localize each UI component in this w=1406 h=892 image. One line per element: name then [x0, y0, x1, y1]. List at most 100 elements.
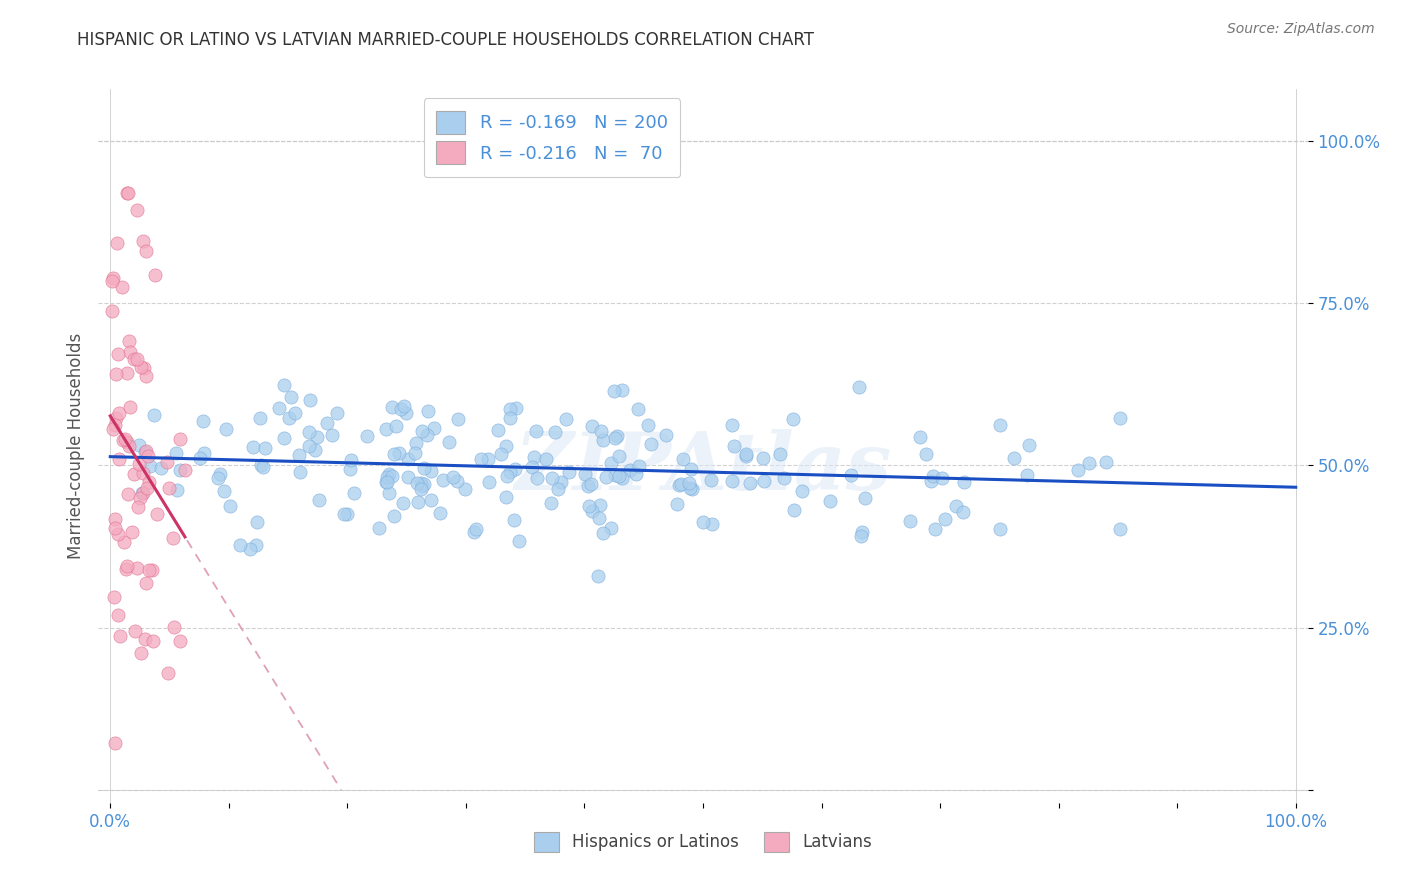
- Point: [465, 522, 488, 536]
- Point: [132, 486, 155, 500]
- Point: [589, 498, 612, 512]
- Point: [581, 476, 603, 491]
- Point: [103, 590, 125, 604]
- Point: [700, 473, 723, 487]
- Point: [104, 736, 127, 750]
- Point: [382, 447, 405, 461]
- Point: [505, 462, 527, 476]
- Point: [953, 475, 976, 489]
- Point: [681, 482, 703, 496]
- Point: [381, 400, 404, 414]
- Point: [135, 244, 157, 258]
- Point: [720, 475, 742, 489]
- Point: [678, 476, 700, 491]
- Point: [219, 500, 242, 514]
- Point: [603, 468, 626, 483]
- Point: [839, 467, 862, 482]
- Point: [411, 475, 433, 490]
- Point: [132, 234, 155, 248]
- Point: [375, 469, 398, 483]
- Point: [385, 419, 408, 434]
- Point: [496, 469, 519, 483]
- Point: [104, 417, 127, 432]
- Point: [122, 467, 145, 481]
- Point: [209, 467, 232, 481]
- Point: [252, 460, 274, 475]
- Point: [169, 432, 191, 446]
- Point: [169, 633, 191, 648]
- Point: [105, 236, 128, 251]
- Point: [142, 634, 165, 648]
- Point: [988, 418, 1011, 433]
- Point: [1066, 463, 1088, 477]
- Point: [343, 485, 366, 500]
- Point: [547, 482, 569, 496]
- Point: [416, 403, 439, 417]
- Point: [605, 432, 627, 446]
- Point: [138, 475, 160, 490]
- Point: [288, 466, 311, 480]
- Point: [454, 482, 477, 496]
- Point: [447, 412, 470, 426]
- Point: [637, 417, 659, 432]
- Point: [416, 428, 439, 442]
- Point: [193, 446, 215, 460]
- Point: [607, 449, 630, 463]
- Point: [540, 471, 562, 485]
- Point: [107, 607, 129, 622]
- Point: [406, 475, 429, 490]
- Point: [128, 438, 150, 452]
- Point: [129, 646, 152, 660]
- Point: [103, 422, 125, 436]
- Point: [122, 352, 145, 367]
- Point: [121, 525, 143, 540]
- Point: [229, 538, 252, 552]
- Point: [107, 347, 129, 361]
- Point: [377, 485, 399, 500]
- Point: [129, 360, 152, 375]
- Point: [298, 440, 321, 454]
- Point: [321, 428, 343, 442]
- Point: [339, 453, 361, 467]
- Point: [246, 515, 269, 529]
- Point: [931, 471, 953, 485]
- Point: [125, 352, 148, 367]
- Point: [610, 383, 633, 397]
- Point: [849, 529, 872, 543]
- Point: [581, 419, 603, 434]
- Point: [588, 511, 610, 525]
- Point: [591, 424, 613, 438]
- Point: [463, 524, 485, 539]
- Point: [592, 525, 614, 540]
- Point: [558, 465, 581, 479]
- Point: [574, 467, 596, 481]
- Point: [375, 475, 398, 489]
- Point: [239, 542, 262, 557]
- Point: [409, 482, 432, 496]
- Point: [655, 428, 678, 442]
- Point: [754, 474, 776, 488]
- Point: [124, 624, 146, 638]
- Point: [305, 430, 328, 444]
- Text: ZIPAtlas: ZIPAtlas: [515, 429, 891, 506]
- Point: [277, 411, 299, 425]
- Point: [125, 561, 148, 575]
- Point: [603, 384, 626, 399]
- Point: [149, 460, 172, 475]
- Point: [412, 460, 434, 475]
- Point: [245, 538, 267, 552]
- Point: [101, 271, 124, 285]
- Point: [606, 428, 628, 442]
- Point: [135, 368, 157, 383]
- Point: [143, 268, 166, 282]
- Point: [117, 487, 139, 501]
- Point: [111, 434, 134, 448]
- Point: [169, 463, 191, 477]
- Point: [111, 279, 134, 293]
- Point: [117, 558, 139, 573]
- Point: [411, 425, 433, 439]
- Point: [298, 425, 321, 439]
- Point: [273, 431, 295, 445]
- Point: [595, 470, 617, 484]
- Point: [773, 471, 796, 485]
